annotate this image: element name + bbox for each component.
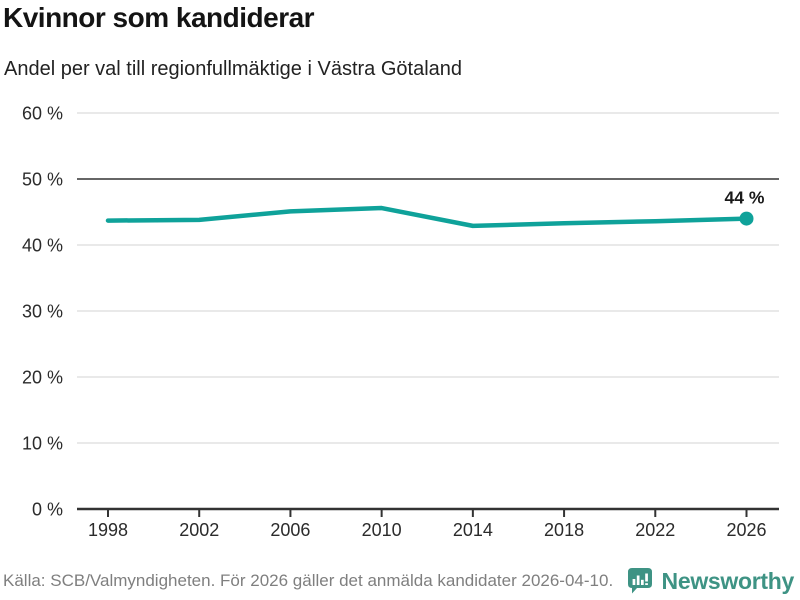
- data-line: [105, 205, 749, 229]
- x-axis-labels: 1998 2002 2006 2010 2014 2018 2022 2026: [88, 520, 767, 540]
- y-tick-label: 20 %: [22, 368, 63, 388]
- newsworthy-wordmark: Newsworthy: [661, 567, 795, 594]
- newsworthy-logo-icon: [627, 568, 652, 594]
- x-tick-label: 2014: [453, 520, 493, 540]
- end-point-marker: [739, 211, 754, 226]
- y-tick-label: 10 %: [22, 434, 63, 454]
- page-title: Kvinnor som kandiderar: [3, 2, 315, 33]
- end-value-label: 44 %: [725, 188, 765, 208]
- x-tick-label: 2018: [544, 520, 584, 540]
- y-tick-label: 0 %: [32, 500, 63, 520]
- x-tick-label: 2006: [270, 520, 310, 540]
- x-tick-label: 2022: [635, 520, 675, 540]
- chart-subtitle: Andel per val till regionfullmäktige i V…: [4, 58, 463, 80]
- y-tick-label: 30 %: [22, 302, 63, 322]
- y-tick-label: 60 %: [22, 104, 63, 124]
- y-axis-labels: 0 % 10 % 20 % 30 % 40 % 50 % 60 %: [22, 104, 63, 520]
- gridlines: [77, 112, 779, 444]
- x-tick-label: 2010: [362, 520, 402, 540]
- newsworthy-brand: Newsworthy: [625, 566, 794, 596]
- footer: Källa: SCB/Valmyndigheten. För 2026 gäll…: [3, 564, 794, 598]
- source-note: Källa: SCB/Valmyndigheten. För 2026 gäll…: [3, 571, 614, 590]
- y-tick-label: 40 %: [22, 236, 63, 256]
- y-tick-label: 50 %: [22, 170, 63, 190]
- x-tick-label: 2026: [726, 520, 766, 540]
- x-axis-ticks: [107, 509, 748, 517]
- x-tick-label: 2002: [179, 520, 219, 540]
- x-tick-label: 1998: [88, 520, 128, 540]
